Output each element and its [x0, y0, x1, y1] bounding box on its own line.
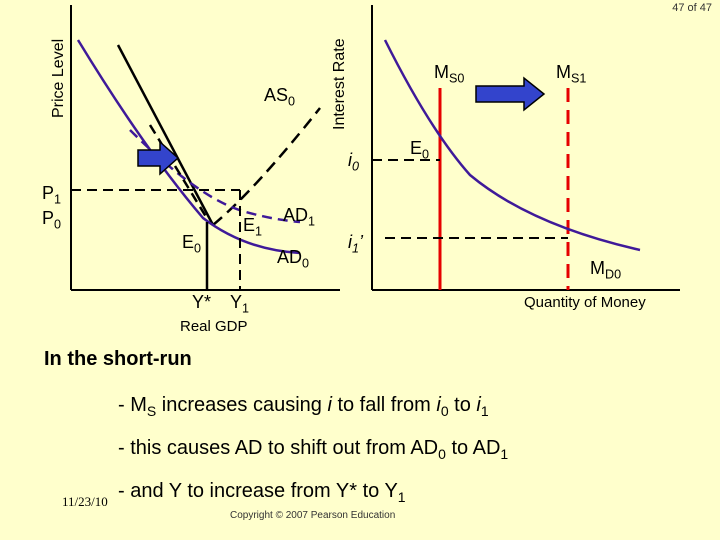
as-upper — [212, 107, 321, 226]
bullet-3: - and Y to increase from Y* to Y1 — [118, 480, 406, 505]
bullet-2: - this causes AD to shift out from AD0 t… — [118, 437, 509, 462]
ad0-label: AD0 — [277, 247, 310, 271]
as-dashed — [148, 124, 210, 221]
real-gdp-label: Real GDP — [180, 318, 248, 335]
ystar-label: Y* — [192, 292, 212, 312]
i1-label: i1’ — [348, 232, 364, 256]
e1-label: E1 — [243, 215, 263, 239]
interest-rate-label: Interest Rate — [331, 38, 348, 130]
ms-shift-arrow — [475, 76, 546, 112]
p1-label: P1 — [42, 183, 62, 207]
ms0-label: MS0 — [434, 62, 465, 86]
footer-copyright: Copyright © 2007 Pearson Education — [230, 510, 396, 521]
as-curve — [116, 44, 215, 226]
md0-curve — [383, 39, 641, 252]
price-level-label: Price Level — [50, 38, 67, 118]
md0-label: MD0 — [590, 258, 622, 282]
y1-label: Y1 — [230, 292, 250, 316]
quantity-of-money-label: Quantity of Money — [524, 294, 646, 311]
as-label: AS0 — [264, 85, 296, 109]
ad1-curve — [129, 129, 301, 224]
e0-left-label: E0 — [182, 232, 202, 256]
i0-label: i0 — [348, 150, 360, 174]
p0-label: P0 — [42, 208, 62, 232]
page-counter: 47 of 47 — [672, 2, 712, 14]
ms1-label: MS1 — [556, 62, 587, 86]
e0-right-label: E0 — [410, 138, 430, 162]
ad-shift-arrow — [137, 140, 180, 176]
footer-date: 11/23/10 — [62, 494, 108, 509]
ad1-label: AD1 — [283, 205, 316, 229]
ad0-curve — [76, 39, 301, 255]
heading: In the short-run — [44, 348, 192, 370]
bullet-1: - MS increases causing i to fall from i0… — [118, 394, 489, 419]
